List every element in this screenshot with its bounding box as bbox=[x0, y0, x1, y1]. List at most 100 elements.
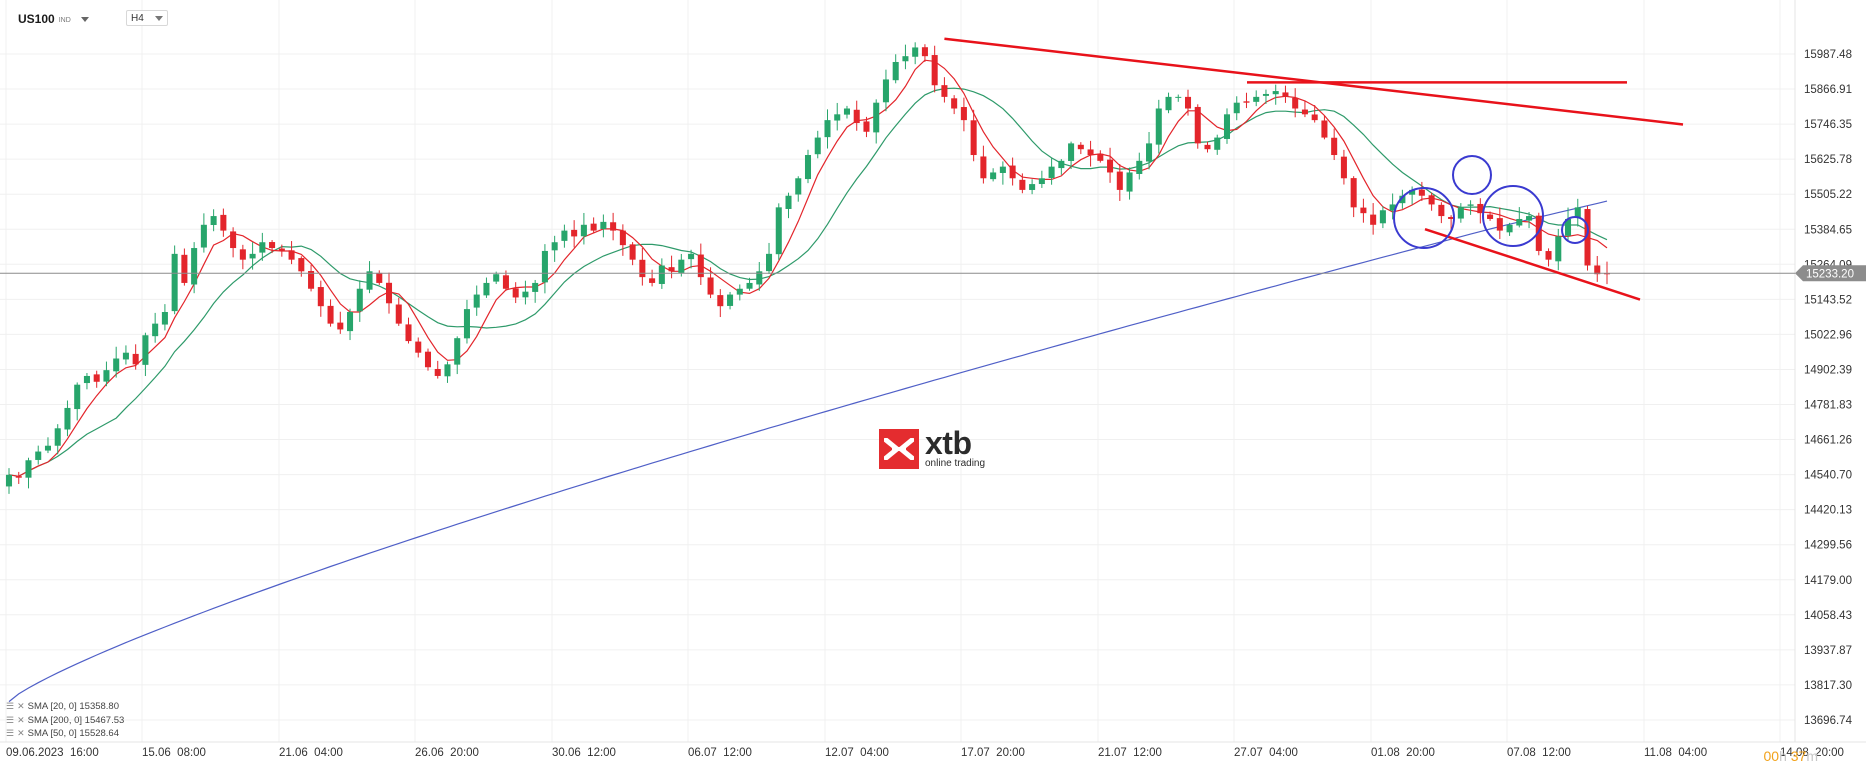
y-tick-label: 15866.91 bbox=[1804, 84, 1852, 96]
current-price-tag bbox=[1795, 265, 1866, 282]
candle-body bbox=[230, 231, 237, 249]
candle-body bbox=[999, 166, 1006, 173]
current-price-label: 15233.20 bbox=[1806, 268, 1854, 280]
candle-body bbox=[882, 79, 889, 103]
candle-body bbox=[736, 288, 743, 295]
close-icon[interactable]: ✕ bbox=[17, 701, 25, 711]
y-tick-label: 14420.13 bbox=[1804, 505, 1852, 517]
settings-icon[interactable]: ☰ bbox=[6, 728, 15, 738]
x-tick-label: 15.06 08:00 bbox=[142, 747, 206, 759]
candle-body bbox=[785, 195, 792, 209]
candle-body bbox=[1262, 93, 1269, 96]
y-tick-label: 15022.96 bbox=[1804, 329, 1852, 341]
candle-body bbox=[327, 305, 334, 324]
candle-body bbox=[1165, 96, 1172, 111]
y-tick-label: 15143.52 bbox=[1804, 294, 1852, 306]
timeframe-dropdown-icon[interactable] bbox=[155, 15, 163, 21]
candle-body bbox=[1340, 156, 1347, 179]
candle-body bbox=[1409, 189, 1416, 195]
candle-body bbox=[658, 265, 665, 284]
candle-body bbox=[1272, 91, 1279, 95]
candle-body bbox=[766, 253, 773, 272]
x-tick-label: 27.07 04:00 bbox=[1234, 747, 1298, 759]
pattern-circle bbox=[1393, 187, 1455, 249]
candle-body bbox=[600, 221, 607, 229]
x-tick-label: 01.08 20:00 bbox=[1371, 747, 1435, 759]
candle-body bbox=[853, 109, 860, 124]
candle-body bbox=[571, 229, 578, 237]
y-tick-label: 15625.78 bbox=[1804, 154, 1852, 166]
candle-body bbox=[1077, 144, 1084, 150]
timeframe-selector[interactable]: H4 bbox=[126, 10, 168, 26]
candle-body bbox=[5, 474, 13, 487]
candle-body bbox=[191, 248, 198, 285]
x-tick-label: 14.08 20:00 bbox=[1780, 747, 1844, 759]
legend-row-sma20[interactable]: ☰ ✕ SMA [20, 0] 15358.80 bbox=[6, 700, 124, 714]
settings-icon[interactable]: ☰ bbox=[6, 701, 15, 711]
candle-body bbox=[912, 47, 919, 57]
x-tick-label: 17.07 20:00 bbox=[961, 747, 1025, 759]
candle-body bbox=[1448, 216, 1455, 219]
symbol-selector[interactable]: US100 IND bbox=[18, 10, 89, 28]
candle-body bbox=[814, 137, 821, 155]
candle-body bbox=[863, 121, 870, 132]
candle-body bbox=[83, 375, 90, 384]
candle-body bbox=[1506, 224, 1513, 233]
candle-body bbox=[1048, 166, 1055, 178]
pattern-circle bbox=[1561, 216, 1589, 244]
candle-body bbox=[1321, 120, 1328, 138]
candle-body bbox=[1516, 218, 1523, 226]
candle-body bbox=[347, 312, 354, 332]
candle-body bbox=[1496, 218, 1503, 231]
y-tick-label: 14902.39 bbox=[1804, 364, 1852, 376]
xtb-logo-mark bbox=[879, 428, 919, 469]
candle-body bbox=[1360, 207, 1367, 214]
candle-body bbox=[356, 288, 363, 312]
sma-200-line bbox=[8, 200, 1608, 703]
sma-20-line bbox=[8, 59, 1608, 477]
candle-body bbox=[512, 288, 519, 298]
candle-body bbox=[1438, 204, 1445, 217]
candle-body bbox=[980, 156, 987, 179]
candle-body bbox=[1487, 214, 1494, 219]
settings-icon[interactable]: ☰ bbox=[6, 714, 15, 725]
timer-hours-unit: h bbox=[1779, 748, 1787, 764]
candle-body bbox=[54, 428, 61, 446]
close-icon[interactable]: ✕ bbox=[17, 728, 25, 738]
y-tick-label: 14058.43 bbox=[1804, 610, 1852, 622]
candle-body bbox=[239, 249, 246, 260]
candle-body bbox=[337, 322, 344, 330]
symbol-dropdown-icon[interactable] bbox=[80, 16, 89, 22]
candle-body bbox=[756, 271, 763, 285]
candle-body bbox=[1253, 96, 1260, 102]
candle-body bbox=[1467, 204, 1474, 206]
candle-body bbox=[1243, 101, 1250, 103]
candle-body bbox=[990, 172, 997, 180]
candle-body bbox=[288, 250, 295, 260]
candle-body bbox=[502, 275, 509, 289]
candle-body bbox=[1175, 96, 1182, 98]
candle-body bbox=[493, 274, 500, 282]
x-tick-label: 12.07 04:00 bbox=[825, 747, 889, 759]
candle-body bbox=[629, 244, 636, 260]
candle-body bbox=[873, 102, 880, 133]
timer-minutes-unit: m bbox=[1806, 748, 1818, 764]
legend-row-sma50[interactable]: ☰ ✕ SMA [50, 0] 15528.64 bbox=[6, 727, 124, 741]
candle-body bbox=[483, 282, 490, 296]
candle-body bbox=[132, 353, 139, 365]
candle-body bbox=[1389, 204, 1396, 211]
candle-body bbox=[678, 259, 685, 273]
candle-body bbox=[541, 250, 548, 283]
candle-body bbox=[580, 224, 587, 237]
legend-row-sma200[interactable]: ☰ ✕ SMA [200, 0] 15467.53 bbox=[6, 714, 124, 728]
candle-body bbox=[171, 253, 178, 312]
candle-body bbox=[395, 304, 402, 324]
candle-body bbox=[795, 178, 802, 195]
candle-body bbox=[1223, 114, 1231, 139]
candle-body bbox=[142, 335, 149, 365]
candle-body bbox=[1545, 251, 1552, 260]
candle-body bbox=[1418, 189, 1425, 196]
close-icon[interactable]: ✕ bbox=[17, 714, 25, 725]
